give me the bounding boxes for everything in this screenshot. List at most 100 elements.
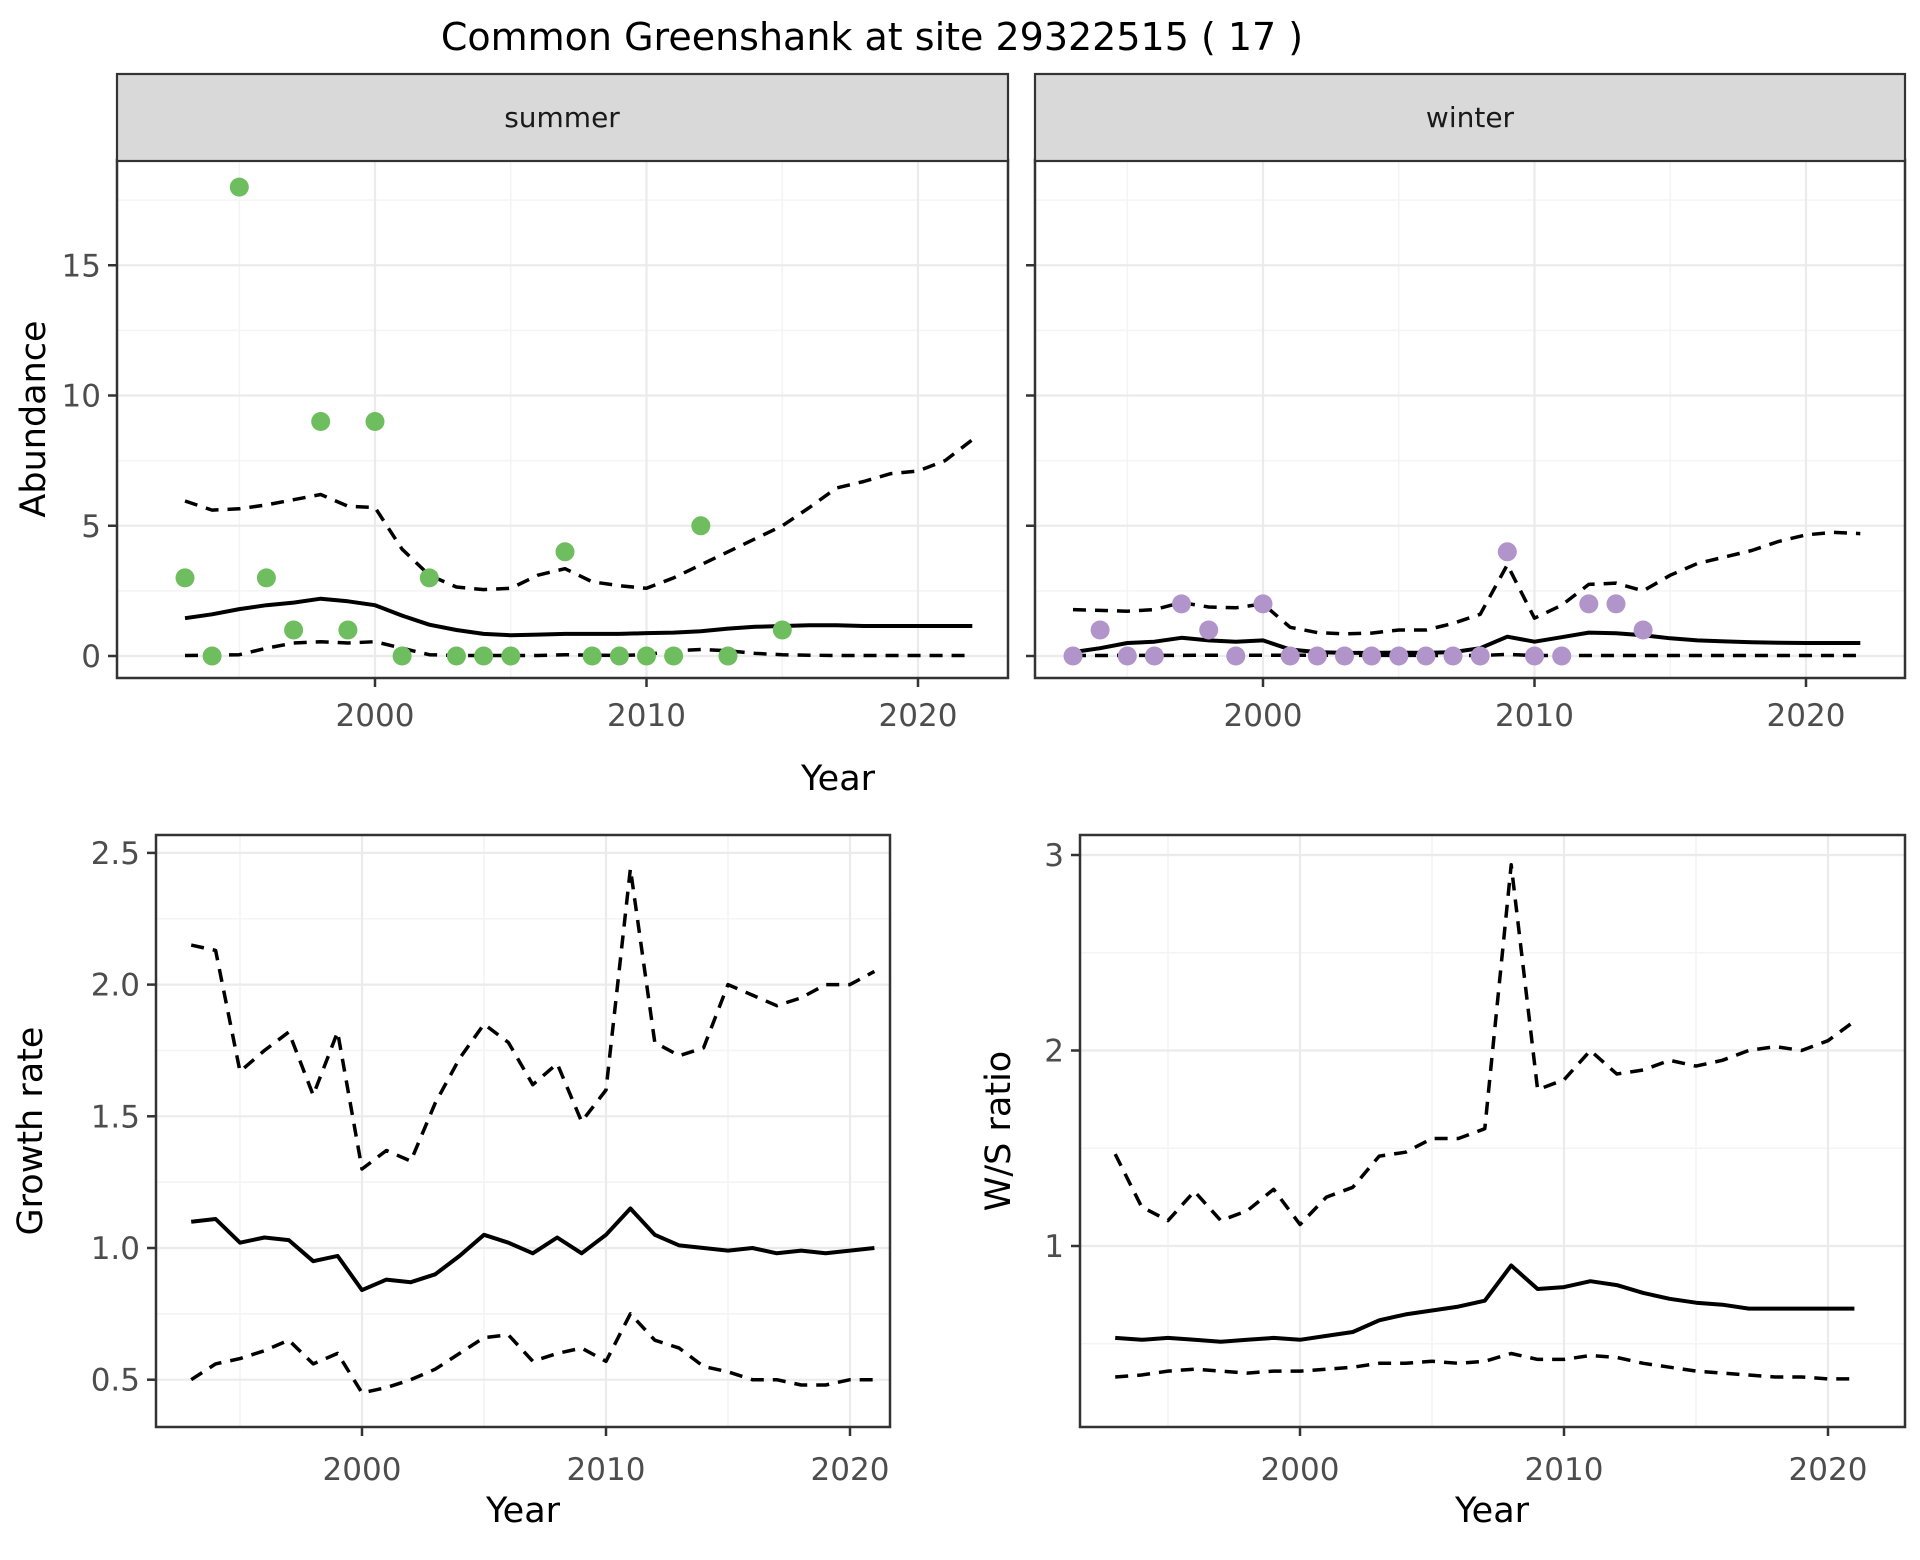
data-point: [1633, 620, 1653, 640]
data-point: [1063, 646, 1083, 666]
series-median-line: [184, 596, 973, 638]
data-point: [1307, 646, 1327, 666]
series-lower_95ci-line: [1115, 1351, 1855, 1381]
panel-background: [156, 835, 890, 1427]
data-point: [1552, 646, 1572, 666]
data-point: [1335, 646, 1354, 666]
data-point: [392, 646, 412, 666]
series-median-line: [1115, 1263, 1855, 1344]
x-tick-label: 2020: [879, 698, 958, 734]
series-median-line: [1072, 630, 1861, 655]
y-axis-title-ws-ratio: W/S ratio: [979, 1051, 1019, 1211]
x-tick-label: 2000: [1261, 1452, 1340, 1488]
y-tick-label: 2: [1044, 1034, 1064, 1070]
series-upper_95ci-line: [184, 438, 974, 592]
y-tick-label: 15: [62, 248, 101, 284]
x-tick-label: 2020: [811, 1452, 890, 1488]
x-tick-label: 2010: [567, 1452, 646, 1488]
data-point: [1172, 594, 1191, 614]
data-point: [474, 646, 494, 666]
series-lower_95ci-line: [184, 639, 973, 658]
facet-strip-label-winter: winter: [1426, 101, 1515, 134]
data-point: [1579, 594, 1599, 614]
data-point: [664, 646, 684, 666]
data-point: [582, 646, 602, 666]
x-tick-label: 2010: [1495, 698, 1574, 734]
data-point: [691, 516, 711, 536]
data-point: [637, 646, 656, 666]
panel-background: [1080, 835, 1905, 1427]
y-axis-title-abundance: Abundance: [14, 320, 54, 517]
data-point: [1606, 594, 1626, 614]
data-point: [1117, 646, 1137, 666]
data-point: [338, 620, 358, 640]
data-point: [1144, 646, 1164, 666]
facet-strip: [115, 72, 1010, 163]
y-tick-label: 1.5: [91, 1099, 140, 1135]
x-tick-label: 2010: [1525, 1452, 1604, 1488]
data-point: [501, 646, 521, 666]
y-tick-label: 10: [62, 379, 101, 415]
y-tick-label: 2.5: [91, 836, 140, 872]
panel-ws-ratio: 2000 2010 2020 1 2 3: [1044, 833, 1907, 1488]
x-tick-label: 2000: [323, 1452, 402, 1488]
data-point: [284, 620, 304, 640]
x-tick-label: 2000: [1224, 698, 1303, 734]
panel-border: [154, 833, 892, 1429]
series-median-line: [190, 1206, 875, 1293]
data-point: [1362, 646, 1382, 666]
data-point: [609, 646, 629, 666]
x-tick-label: 2000: [336, 698, 415, 734]
x-axis-title-ws-year: Year: [1454, 1491, 1530, 1531]
data-point: [446, 646, 466, 666]
data-point: [365, 412, 385, 431]
data-point: [1525, 646, 1544, 666]
y-tick-label: 5: [81, 509, 101, 545]
data-point: [1226, 646, 1246, 666]
data-point: [1443, 646, 1463, 666]
data-point: [1416, 646, 1436, 666]
panel-background: [1035, 160, 1905, 678]
x-axis-title-growth-year: Year: [485, 1491, 561, 1531]
data-point: [1199, 620, 1219, 640]
data-point: [202, 646, 222, 666]
data-point: [256, 568, 276, 588]
data-point: [718, 646, 738, 666]
panel-background: [117, 160, 1008, 678]
chart-title: Common Greenshank at site 29322515 ( 17 …: [441, 15, 1303, 59]
panel-growth-rate: 2000 2010 2020 0.5 1.0 1.5 2.0 2.5: [91, 833, 892, 1488]
data-point: [1090, 620, 1110, 640]
panel-border: [1078, 833, 1907, 1429]
data-point: [419, 568, 439, 588]
series-upper_95ci-line: [1113, 863, 1856, 1227]
facet-strip-label-summer: summer: [504, 101, 620, 134]
x-tick-label: 2020: [1789, 1452, 1868, 1488]
y-tick-label: 1: [1044, 1229, 1064, 1265]
data-point: [311, 412, 331, 431]
data-point: [1389, 646, 1409, 666]
y-tick-label: 1.0: [91, 1231, 140, 1267]
y-tick-label: 0: [81, 639, 101, 675]
x-tick-label: 2020: [1767, 698, 1846, 734]
data-point: [175, 568, 195, 588]
y-tick-label: 3: [1044, 838, 1064, 874]
y-tick-label: 0.5: [91, 1363, 140, 1399]
series-upper_95ci-line: [190, 866, 876, 1171]
data-point: [1470, 646, 1490, 666]
x-axis-title-top-year: Year: [800, 759, 876, 799]
data-point: [1497, 542, 1517, 562]
data-point: [555, 542, 575, 562]
panel-abundance-summer: 2000 2010 2020 0 5 10 15: [62, 72, 1010, 734]
y-axis-title-growth-rate: Growth rate: [11, 1027, 51, 1236]
series-upper_95ci-line: [1072, 530, 1861, 636]
data-point: [1253, 594, 1273, 614]
data-point: [229, 177, 249, 197]
data-point: [772, 620, 792, 640]
data-point: [1280, 646, 1300, 666]
facet-strip: [1033, 72, 1907, 163]
series-lower_95ci-line: [190, 1312, 875, 1395]
y-tick-label: 2.0: [91, 968, 140, 1004]
